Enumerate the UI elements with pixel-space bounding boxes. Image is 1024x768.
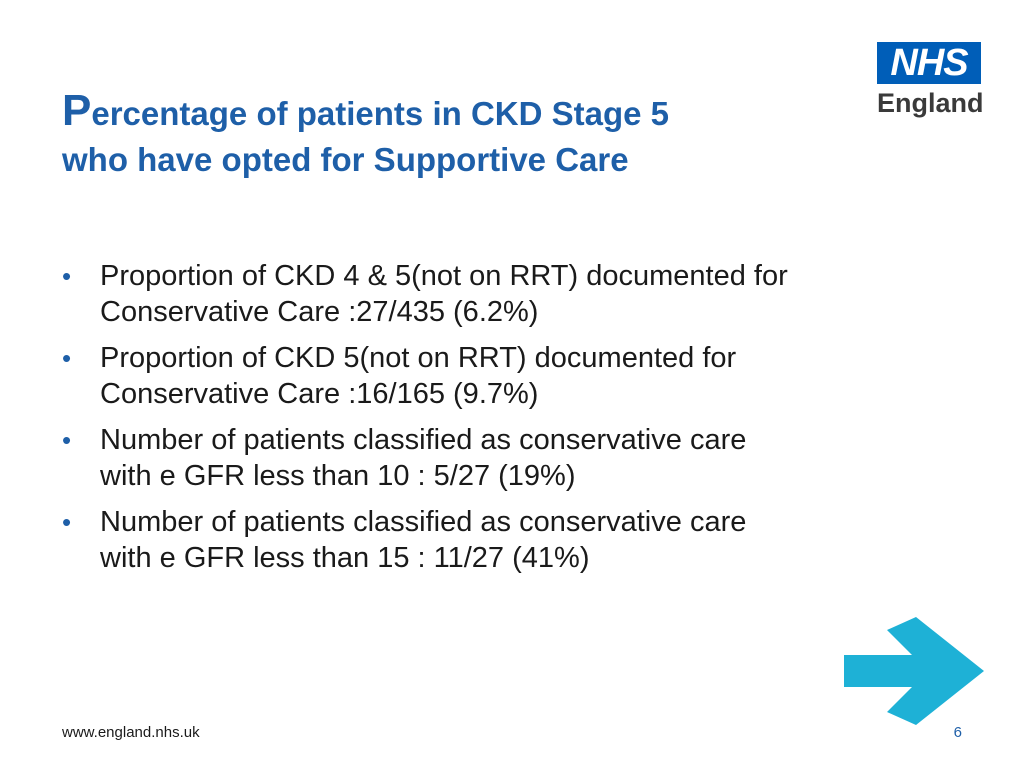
nhs-logo-region: England	[877, 88, 984, 118]
bullet-line: with e GFR less than 15 : 11/27 (41%)	[100, 542, 590, 574]
bullet-line: Proportion of CKD 4 & 5(not on RRT) docu…	[100, 260, 788, 292]
bullet-line: Number of patients classified as conserv…	[100, 424, 747, 456]
bullet-line: Number of patients classified as conserv…	[100, 506, 747, 538]
bullet-item: • Number of patients classified as conse…	[62, 504, 942, 576]
slide-title: Percentage of patients in CKD Stage 5 wh…	[62, 88, 842, 183]
bullet-item: • Number of patients classified as conse…	[62, 422, 942, 494]
bullet-line: Proportion of CKD 5(not on RRT) document…	[100, 342, 737, 374]
title-line2: who have opted for Supportive Care	[62, 141, 629, 178]
title-first-letter: P	[62, 86, 92, 135]
bullet-list: • Proportion of CKD 4 & 5(not on RRT) do…	[62, 258, 942, 586]
bullet-dot-icon: •	[62, 507, 72, 537]
bullet-line: with e GFR less than 10 : 5/27 (19%)	[100, 460, 576, 492]
bullet-dot-icon: •	[62, 425, 72, 455]
bullet-dot-icon: •	[62, 261, 72, 291]
nhs-logo-text: NHS	[890, 42, 968, 84]
nhs-england-logo: NHS England	[877, 42, 984, 120]
bullet-item: • Proportion of CKD 5(not on RRT) docume…	[62, 340, 942, 412]
bullet-line: Conservative Care :16/165 (9.7%)	[100, 378, 539, 410]
title-line1: ercentage of patients in CKD Stage 5	[91, 95, 669, 132]
page-number: 6	[953, 724, 962, 741]
bullet-dot-icon: •	[62, 343, 72, 373]
bullet-line: Conservative Care :27/435 (6.2%)	[100, 296, 539, 328]
footer-url: www.england.nhs.uk	[62, 724, 200, 741]
bullet-item: • Proportion of CKD 4 & 5(not on RRT) do…	[62, 258, 942, 330]
nhs-logo-box: NHS	[877, 42, 981, 84]
right-arrow-icon	[844, 617, 984, 725]
